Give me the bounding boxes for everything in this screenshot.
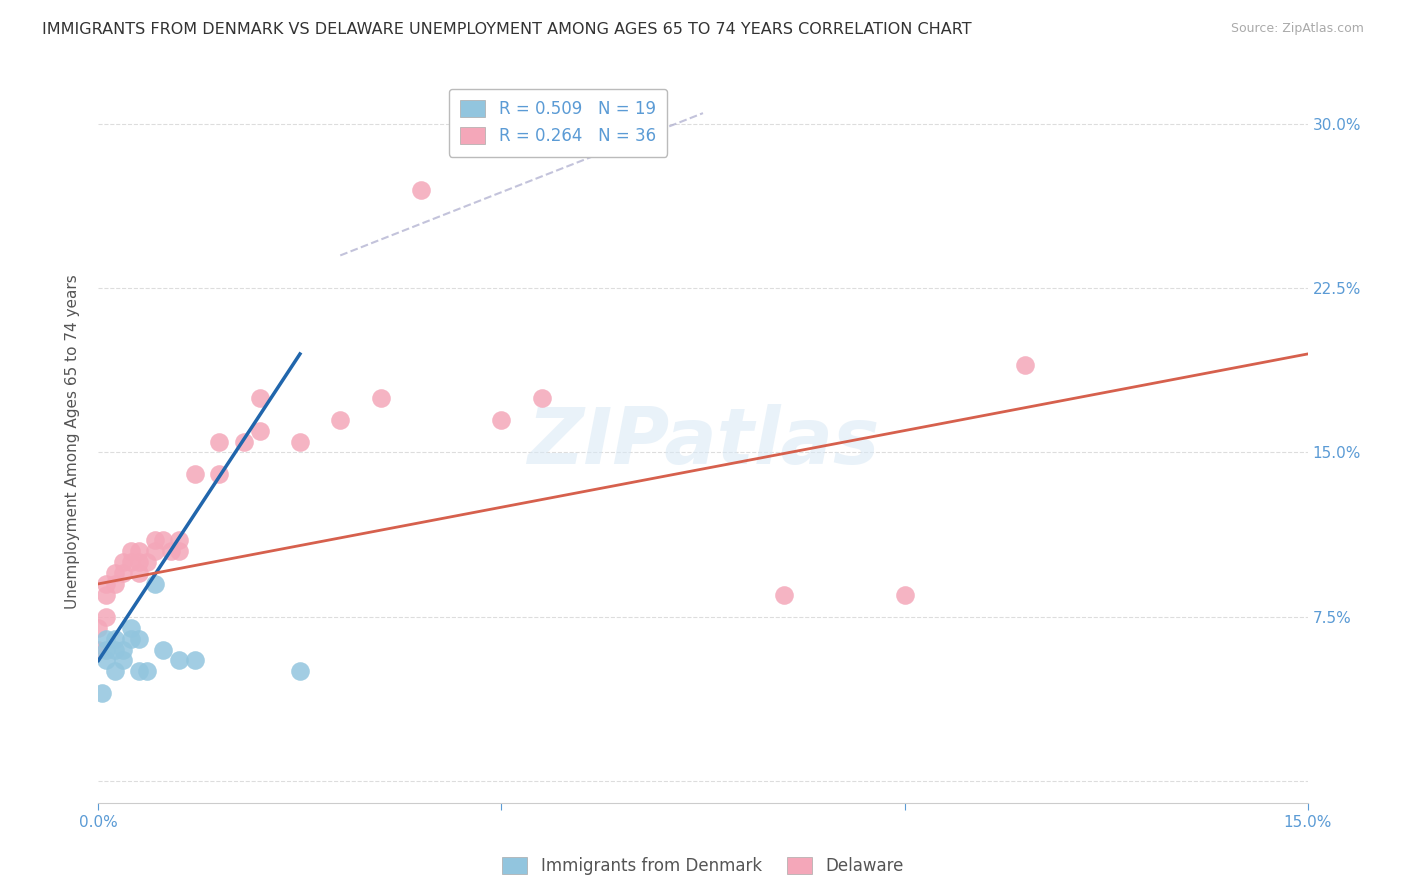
Point	[120, 544, 142, 558]
Point	[184, 653, 207, 667]
Point	[96, 609, 118, 624]
Point	[120, 621, 142, 635]
Point	[893, 588, 915, 602]
Point	[103, 642, 125, 657]
Point	[249, 391, 271, 405]
Point	[111, 653, 134, 667]
Point	[96, 632, 118, 646]
Text: IMMIGRANTS FROM DENMARK VS DELAWARE UNEMPLOYMENT AMONG AGES 65 TO 74 YEARS CORRE: IMMIGRANTS FROM DENMARK VS DELAWARE UNEM…	[42, 22, 972, 37]
Point	[111, 566, 134, 580]
Point	[103, 665, 125, 679]
Point	[128, 665, 150, 679]
Point	[143, 577, 166, 591]
Point	[329, 412, 352, 426]
Point	[208, 467, 231, 482]
Point	[103, 577, 125, 591]
Point	[135, 555, 157, 569]
Point	[167, 533, 190, 547]
Point	[208, 434, 231, 449]
Point	[1014, 358, 1036, 372]
Point	[491, 412, 513, 426]
Point	[152, 533, 174, 547]
Point	[120, 632, 142, 646]
Point	[128, 632, 150, 646]
Point	[96, 642, 118, 657]
Point	[143, 533, 166, 547]
Point	[103, 566, 125, 580]
Point	[167, 544, 190, 558]
Point	[128, 544, 150, 558]
Point	[87, 621, 110, 635]
Point	[152, 642, 174, 657]
Point	[120, 555, 142, 569]
Point	[288, 434, 311, 449]
Point	[96, 588, 118, 602]
Point	[96, 577, 118, 591]
Legend: Immigrants from Denmark, Delaware: Immigrants from Denmark, Delaware	[494, 849, 912, 884]
Text: ZIPatlas: ZIPatlas	[527, 403, 879, 480]
Text: Source: ZipAtlas.com: Source: ZipAtlas.com	[1230, 22, 1364, 36]
Point	[135, 665, 157, 679]
Point	[87, 642, 110, 657]
Legend: R = 0.509   N = 19, R = 0.264   N = 36: R = 0.509 N = 19, R = 0.264 N = 36	[449, 88, 668, 157]
Point	[409, 183, 432, 197]
Point	[96, 653, 118, 667]
Point	[370, 391, 392, 405]
Point	[184, 467, 207, 482]
Point	[288, 665, 311, 679]
Point	[530, 391, 553, 405]
Point	[128, 555, 150, 569]
Point	[232, 434, 254, 449]
Point	[772, 588, 794, 602]
Point	[167, 653, 190, 667]
Point	[91, 686, 114, 700]
Point	[249, 424, 271, 438]
Point	[111, 555, 134, 569]
Point	[103, 632, 125, 646]
Y-axis label: Unemployment Among Ages 65 to 74 years: Unemployment Among Ages 65 to 74 years	[65, 274, 80, 609]
Point	[160, 544, 183, 558]
Point	[143, 544, 166, 558]
Point	[128, 566, 150, 580]
Point	[111, 642, 134, 657]
